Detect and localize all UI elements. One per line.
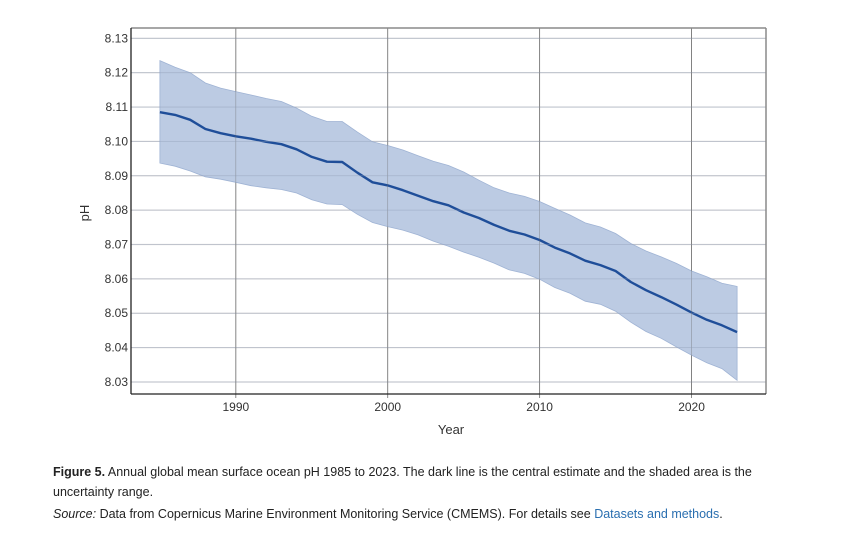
x-tick-label: 2000 (374, 400, 401, 414)
figure-label: Figure 5. (53, 465, 106, 479)
source-line: Source: Data from Copernicus Marine Envi… (53, 504, 793, 524)
y-tick-label: 8.06 (105, 272, 129, 286)
y-tick-label: 8.13 (105, 31, 129, 45)
y-axis-ticks: 8.03 8.04 8.05 8.06 8.07 8.08 8.09 8.10 8.11 8.12… (105, 31, 129, 389)
y-tick-label: 8.07 (105, 238, 129, 252)
y-tick-label: 8.08 (105, 203, 129, 217)
y-tick-label: 8.05 (105, 306, 129, 320)
plot-frame (130, 27, 767, 395)
y-tick-label: 8.10 (105, 134, 129, 148)
y-tick-label: 8.11 (106, 100, 129, 114)
datasets-and-methods-link[interactable]: Datasets and methods (594, 507, 720, 521)
source-text: Data from Copernicus Marine Environment … (96, 507, 595, 521)
y-tick-label: 8.03 (105, 375, 129, 389)
caption-text: Annual global mean surface ocean pH 1985… (53, 465, 752, 499)
uncertainty-band (159, 59, 738, 382)
y-tick-label: 8.04 (105, 341, 129, 355)
y-tick-label: 8.12 (105, 66, 129, 80)
x-axis-title: Year (438, 422, 465, 437)
source-label: Source: (53, 507, 97, 521)
ph-line-chart: 8.03 8.04 8.05 8.06 8.07 8.08 8.09 8.10 8.11 8.12… (77, 27, 767, 437)
x-tick-label: 1990 (222, 400, 249, 414)
x-axis-ticks: 1990 2000 2010 2020 (222, 400, 705, 414)
source-end: . (719, 507, 723, 521)
y-axis-title: pH (77, 205, 92, 222)
central-estimate-line (159, 111, 738, 334)
x-tick-label: 2010 (526, 400, 553, 414)
x-tick-label: 2020 (678, 400, 705, 414)
y-tick-label: 8.09 (105, 169, 129, 183)
figure-caption: Figure 5. Annual global mean surface oce… (53, 462, 793, 524)
